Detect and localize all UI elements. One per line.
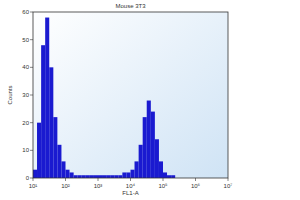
y-tick-label: 20 xyxy=(22,120,29,126)
histogram-bar xyxy=(151,112,155,178)
x-tick-label: 10⁷ xyxy=(224,183,233,189)
x-tick xyxy=(163,178,164,181)
x-tick-label: 10² xyxy=(61,183,70,189)
histogram-bar xyxy=(126,172,130,178)
histogram-bar xyxy=(167,175,171,178)
histogram-bar xyxy=(90,175,94,178)
x-tick xyxy=(130,178,131,181)
x-tick-label: 10⁵ xyxy=(158,183,168,189)
histogram-bar xyxy=(122,172,126,178)
y-tick-label: 50 xyxy=(22,37,29,43)
histogram-bar xyxy=(155,139,159,178)
histogram-bar xyxy=(110,175,114,178)
y-tick xyxy=(30,95,33,96)
histogram-bar xyxy=(159,161,163,178)
x-tick-label: 10¹ xyxy=(29,183,38,189)
histogram-bar xyxy=(139,145,143,178)
x-tick-label: 10³ xyxy=(94,183,103,189)
x-tick xyxy=(195,178,196,181)
x-tick xyxy=(228,178,229,181)
x-tick-label: 10⁴ xyxy=(126,183,136,189)
y-tick xyxy=(30,67,33,68)
histogram-bar xyxy=(70,172,74,178)
histogram-bar xyxy=(102,175,106,178)
y-axis-label: Counts xyxy=(7,85,13,104)
histogram-bar xyxy=(49,67,53,178)
y-tick-label: 10 xyxy=(22,147,29,153)
histogram-bar xyxy=(131,170,135,178)
histogram-bar xyxy=(45,18,49,178)
plot-background xyxy=(33,12,228,178)
histogram-bar xyxy=(135,161,139,178)
histogram-bar xyxy=(106,175,110,178)
histogram-bar xyxy=(98,175,102,178)
histogram-bar xyxy=(114,175,118,178)
y-tick xyxy=(30,178,33,179)
histogram-bar xyxy=(53,117,57,178)
histogram-bar xyxy=(57,145,61,178)
histogram-bar xyxy=(143,117,147,178)
title: Mouse 3T3 xyxy=(115,3,146,9)
y-tick xyxy=(30,39,33,40)
y-tick-label: 30 xyxy=(22,92,29,98)
x-tick-label: 10⁶ xyxy=(191,183,201,189)
histogram-bar xyxy=(163,172,167,178)
bars xyxy=(33,18,175,178)
histogram-bar xyxy=(33,170,37,178)
histogram-bar xyxy=(94,175,98,178)
y-tick xyxy=(30,122,33,123)
histogram-bar xyxy=(66,170,70,178)
chart: 0 10 20 30 40 50 60 10¹ 10² 10³ 10⁴ 10⁵ 10⁶ 10⁷ Mouse … xyxy=(0,0,300,200)
x-tick xyxy=(98,178,99,181)
y-tick-label: 40 xyxy=(22,64,29,70)
y-tick-label: 0 xyxy=(26,175,30,181)
histogram-bar xyxy=(82,175,86,178)
x-axis-label: FL1-A xyxy=(122,190,138,196)
y-tick-label: 60 xyxy=(22,9,29,15)
histogram-bar xyxy=(78,175,82,178)
y-tick xyxy=(30,12,33,13)
histogram-bar xyxy=(118,175,122,178)
x-tick xyxy=(65,178,66,181)
histogram-bar xyxy=(171,175,175,178)
histogram-bar xyxy=(86,175,90,178)
histogram-bar xyxy=(37,123,41,178)
plot-frame xyxy=(33,12,228,178)
histogram-bar xyxy=(41,45,45,178)
y-tick xyxy=(30,150,33,151)
x-tick xyxy=(33,178,34,181)
histogram-bar xyxy=(147,101,151,178)
histogram-bar xyxy=(61,161,65,178)
histogram-bar xyxy=(74,175,78,178)
